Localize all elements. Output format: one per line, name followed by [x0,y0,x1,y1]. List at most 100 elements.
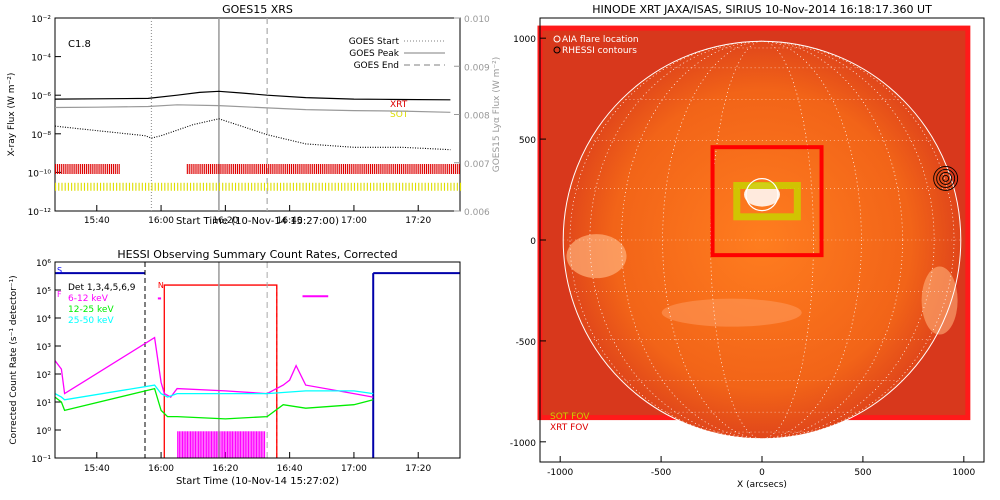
goes-sot-obs [138,182,140,191]
xrt-solar-disk [563,41,961,439]
goes-xrt-obs [227,164,229,175]
goes-xrt-obs [186,164,188,175]
hessi-attenuator-block [183,431,185,458]
hessi-series-0 [54,336,374,398]
hessi-attenuator-block [236,431,238,458]
goes-sot-obs [353,182,356,191]
hessi-attenuator-block [228,431,230,458]
goes-xrt-obs [296,164,298,175]
hessi-attenuator-block [204,431,206,458]
goes-sot-obs [260,182,262,191]
hessi-attenuator-block [186,431,188,458]
goes-sot-obs [103,182,105,191]
goes-xrt-obs [416,164,418,175]
xrt-legend-label: RHESSI contours [562,46,637,56]
goes-sot-obs [395,182,397,191]
xrt-title: HINODE XRT JAXA/ISAS, SIRIUS 10-Nov-2014… [592,3,932,16]
hessi-attenuator-block [249,431,251,458]
rhessi-contour [936,168,956,188]
goes-xrt-obs [408,164,410,175]
xrt-ytick-label: -1000 [510,439,536,449]
goes-xrt-obs [56,164,59,175]
goes-xrt-obs [439,164,441,175]
hessi-attenuator-block [255,431,258,458]
goes-xrt-obs [371,164,374,175]
goes-sot-obs [128,182,131,191]
xrt-ytick-label: 1000 [513,35,536,45]
goes-sot-obs [231,182,233,191]
goes-sot-obs [167,182,169,191]
goes-legend-label: GOES Peak [349,49,399,59]
xrt-legend-symbol [553,46,561,54]
goes-xrt-obs [225,164,227,175]
goes-sot-obs [398,182,401,191]
goes-xrt-obs [103,164,105,175]
goes-xrt-obs [213,164,215,175]
goes-sot-obs [241,182,243,191]
goes-xrt-obs [445,164,447,175]
goes-xrt-obs [377,164,379,175]
goes-sot-obs [244,182,246,191]
goes-sot-obs [100,182,102,191]
goes-sot-obs [376,182,378,191]
rhessi-contour [939,171,953,185]
goes-xrt-obs [231,164,233,175]
hessi-attenuator-block [225,431,227,458]
goes-xrt-obs [344,164,347,175]
goes-sot-obs [305,182,307,191]
goes-xrt-obs [393,164,395,175]
goes-series-0 [54,90,451,101]
goes-xrt-obs [248,164,250,175]
hessi-attenuator-block [241,431,243,458]
xrt-xtick-label: 1000 [952,468,975,478]
goes-xrt-obs [109,164,111,175]
hessi-attenuator-block [214,431,216,458]
goes-xrt-obs [114,164,116,175]
goes-xrt-obs [418,164,420,175]
goes-sot-obs [190,182,192,191]
goes-xrt-obs [250,164,252,175]
xrt-fov-label: XRT FOV [550,423,589,433]
goes-xrt-obs [263,164,266,175]
goes-sot-obs [106,182,108,191]
goes-sot-obs [402,182,404,191]
goes-sot-obs [318,182,320,191]
goes-sot-obs [411,182,413,191]
goes-sot-obs [283,182,285,191]
goes-xrt-obs [267,164,269,175]
goes-xrt-obs [93,164,95,175]
hessi-attenuator-block [215,431,217,458]
goes-xrt-obs [229,164,231,175]
goes-sot-obs [196,182,198,191]
goes-sot-obs [280,182,282,191]
goes-xrt-obs [335,164,337,175]
goes-xrt-obs [287,164,289,175]
hessi-ytick-label: 10¹ [36,399,51,409]
goes-xrt-obs [236,164,239,175]
goes-sot-obs [276,182,278,191]
goes-sot-obs [302,182,304,191]
goes-xrt-obs [260,164,262,175]
goes-xrt-obs [242,164,244,175]
hessi-attenuator-block [230,431,232,458]
goes-xrt-obs [329,164,331,175]
goes-sot-obs [157,182,159,191]
goes-xrt-obs [298,164,300,175]
goes-xrt-obs [223,164,225,175]
goes-xrt-obs [294,164,296,175]
goes-xrt-obs [60,164,62,175]
goes-xrt-obs [66,164,68,175]
goes-xrt-obs [78,164,80,175]
goes-xrt-obs [83,164,86,175]
goes-xrt-obs [194,164,196,175]
goes-sot-obs [215,182,217,191]
goes-y2tick-label: 0.006 [464,208,490,218]
goes-sot-obs [173,182,176,191]
goes-ytick-label: 10⁻¹⁰ [28,169,52,179]
goes-y2tick-label: 0.007 [464,160,490,170]
goes-xrt-obs [105,164,107,175]
goes-xrt-obs [196,164,198,175]
goes-sot-obs [135,182,137,191]
goes-xtick-label: 16:00 [148,216,174,226]
